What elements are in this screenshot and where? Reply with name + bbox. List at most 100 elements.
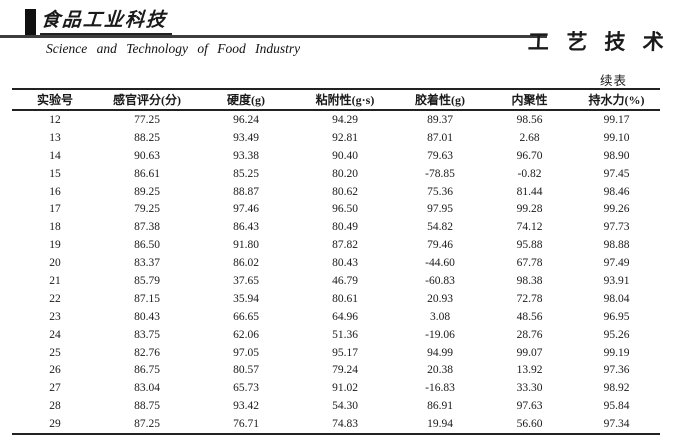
table-cell: 17 [49, 203, 61, 216]
table-cell: 54.30 [332, 400, 358, 413]
table-cell: 15 [49, 167, 61, 180]
table-row: 23 80.43 66.65 64.96 3.08 48.56 96.95 [12, 308, 660, 326]
table-cell: 83.75 [134, 328, 160, 341]
table-cell: 25 [49, 346, 61, 359]
table-cell: 99.28 [516, 203, 543, 216]
journal-logo-chinese: 食品工业科技 [39, 5, 175, 35]
table-cell: 97.49 [603, 257, 630, 270]
table-cell: 80.20 [332, 167, 358, 180]
table-row: 18 87.38 86.43 80.49 54.82 74.12 97.73 [12, 218, 660, 236]
table-cell: 74.83 [332, 418, 358, 431]
table-cell: 26 [49, 364, 61, 377]
table-cell: 96.95 [603, 310, 630, 323]
table-cell: -19.06 [425, 328, 455, 341]
table-cell: 56.60 [516, 418, 543, 431]
table-cell: 88.25 [134, 131, 160, 144]
table-cell: 87.25 [134, 418, 160, 431]
table-cell: 19 [49, 239, 61, 252]
masthead-accent-bar [25, 9, 36, 38]
table-row: 17 79.25 97.46 96.50 97.95 99.28 99.26 [12, 200, 660, 218]
table-cell: 66.65 [233, 310, 259, 323]
table-cell: 75.36 [427, 185, 453, 198]
table-cell: 89.37 [427, 113, 453, 126]
table-cell: 98.90 [603, 149, 630, 162]
table-cell: 14 [49, 149, 61, 162]
table-cell: 90.40 [332, 149, 358, 162]
table-row: 22 87.15 35.94 80.61 20.93 72.78 98.04 [12, 290, 660, 308]
column-header: 持水力(%) [573, 89, 660, 111]
table-cell: 88.75 [134, 400, 160, 413]
table-cell: 85.25 [233, 167, 259, 180]
table-cell: 90.63 [134, 149, 160, 162]
table-cell: 93.38 [233, 149, 259, 162]
table-cell: 79.46 [427, 239, 453, 252]
table-body: 12 77.25 96.24 94.29 89.37 98.56 99.17 13 88.25 9… [12, 110, 660, 434]
table-cell: 20.38 [427, 364, 453, 377]
table-cell: 21 [49, 274, 61, 287]
table-cell: 99.19 [603, 346, 630, 359]
table-cell: -0.82 [517, 167, 542, 180]
continued-table-label: 续表 [599, 74, 627, 88]
table-cell: 86.91 [427, 400, 453, 413]
table-cell: 12 [49, 113, 61, 126]
table-cell: 99.26 [603, 203, 630, 216]
table-row: 12 77.25 96.24 94.29 89.37 98.56 99.17 [12, 110, 660, 129]
table-row: 24 83.75 62.06 51.36 -19.06 28.76 95.26 [12, 326, 660, 344]
column-header: 感官评分(分) [98, 89, 196, 111]
masthead-rule [0, 35, 547, 38]
table-cell: 94.99 [427, 346, 453, 359]
table-cell: 99.17 [603, 113, 630, 126]
table-cell: 97.63 [516, 400, 543, 413]
column-header: 硬度(g) [196, 89, 296, 111]
table-cell: 13 [49, 131, 61, 144]
table-cell: 89.25 [134, 185, 160, 198]
table-cell: -78.85 [425, 167, 455, 180]
table-cell: 22 [49, 292, 61, 305]
table-cell: 77.25 [134, 113, 160, 126]
table-cell: 62.06 [233, 328, 259, 341]
table-cell: 95.88 [516, 239, 543, 252]
table-cell: 80.49 [332, 221, 358, 234]
table-cell: 48.56 [516, 310, 543, 323]
table-cell: 19.94 [427, 418, 453, 431]
section-label: 工 艺 技 术 [527, 30, 671, 54]
table-cell: 86.50 [134, 239, 160, 252]
table-row: 13 88.25 93.49 92.81 87.01 2.68 99.10 [12, 129, 660, 147]
table-cell: 97.36 [603, 364, 630, 377]
table-cell: 79.63 [427, 149, 453, 162]
table-cell: 76.71 [233, 418, 259, 431]
table-cell: 20.93 [427, 292, 453, 305]
table-row: 28 88.75 93.42 54.30 86.91 97.63 95.84 [12, 397, 660, 415]
table-cell: 99.07 [516, 346, 543, 359]
table-header-row: 实验号 感官评分(分) 硬度(g) 粘附性(g·s) 胶着性(g) 内聚性 持水力(%) [12, 89, 660, 111]
column-header: 实验号 [12, 89, 98, 111]
table-row: 20 83.37 86.02 80.43 -44.60 67.78 97.49 [12, 254, 660, 272]
table-cell: 83.37 [134, 257, 160, 270]
table-cell: 79.25 [134, 203, 160, 216]
table-cell: -44.60 [425, 257, 455, 270]
table-row: 19 86.50 91.80 87.82 79.46 95.88 98.88 [12, 236, 660, 254]
table-cell: 86.43 [233, 221, 259, 234]
table-cell: 97.45 [603, 167, 630, 180]
table-cell: 98.88 [603, 239, 630, 252]
table-cell: 86.02 [233, 257, 259, 270]
table-cell: 98.46 [603, 185, 630, 198]
table-cell: 96.24 [233, 113, 259, 126]
table-cell: 96.70 [516, 149, 543, 162]
table-cell: 80.62 [332, 185, 358, 198]
table-cell: 98.92 [603, 382, 630, 395]
table-cell: 72.78 [516, 292, 543, 305]
table-cell: 28 [49, 400, 61, 413]
table-cell: -60.83 [425, 274, 455, 287]
table-cell: 98.56 [516, 113, 543, 126]
table-cell: -16.83 [425, 382, 455, 395]
table-cell: 97.46 [233, 203, 259, 216]
table-cell: 83.04 [134, 382, 160, 395]
table-row: 21 85.79 37.65 46.79 -60.83 98.38 93.91 [12, 272, 660, 290]
table-cell: 97.95 [427, 203, 453, 216]
table-cell: 91.80 [233, 239, 259, 252]
table-cell: 28.76 [516, 328, 543, 341]
table-row: 29 87.25 76.71 74.83 19.94 56.60 97.34 [12, 415, 660, 434]
table-cell: 85.79 [134, 274, 160, 287]
